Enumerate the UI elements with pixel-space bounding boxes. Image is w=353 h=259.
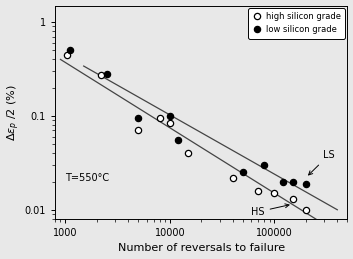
- high silicon grade: [231, 176, 235, 179]
- low silicon grade: [168, 114, 172, 118]
- low silicon grade: [136, 117, 140, 120]
- high silicon grade: [157, 117, 162, 120]
- high silicon grade: [256, 189, 260, 192]
- high silicon grade: [291, 198, 295, 201]
- low silicon grade: [304, 182, 308, 185]
- low silicon grade: [176, 139, 180, 142]
- low silicon grade: [241, 171, 245, 174]
- high silicon grade: [186, 152, 190, 155]
- Legend: high silicon grade, low silicon grade: high silicon grade, low silicon grade: [248, 8, 345, 39]
- Text: LS: LS: [309, 150, 334, 175]
- high silicon grade: [272, 192, 276, 195]
- high silicon grade: [136, 129, 140, 132]
- X-axis label: Number of reversals to failure: Number of reversals to failure: [118, 243, 285, 254]
- low silicon grade: [105, 73, 109, 76]
- low silicon grade: [262, 163, 267, 167]
- high silicon grade: [168, 121, 172, 124]
- low silicon grade: [281, 180, 285, 183]
- Text: T=550°C: T=550°C: [65, 173, 109, 183]
- high silicon grade: [65, 53, 70, 56]
- Text: HS: HS: [251, 204, 289, 217]
- low silicon grade: [291, 180, 295, 183]
- high silicon grade: [99, 74, 103, 77]
- Y-axis label: $\Delta\varepsilon$$_p$ /2 (%): $\Delta\varepsilon$$_p$ /2 (%): [6, 84, 22, 141]
- low silicon grade: [67, 49, 72, 52]
- high silicon grade: [304, 208, 308, 211]
- Line: low silicon grade: low silicon grade: [66, 47, 309, 187]
- Line: high silicon grade: high silicon grade: [64, 52, 309, 213]
